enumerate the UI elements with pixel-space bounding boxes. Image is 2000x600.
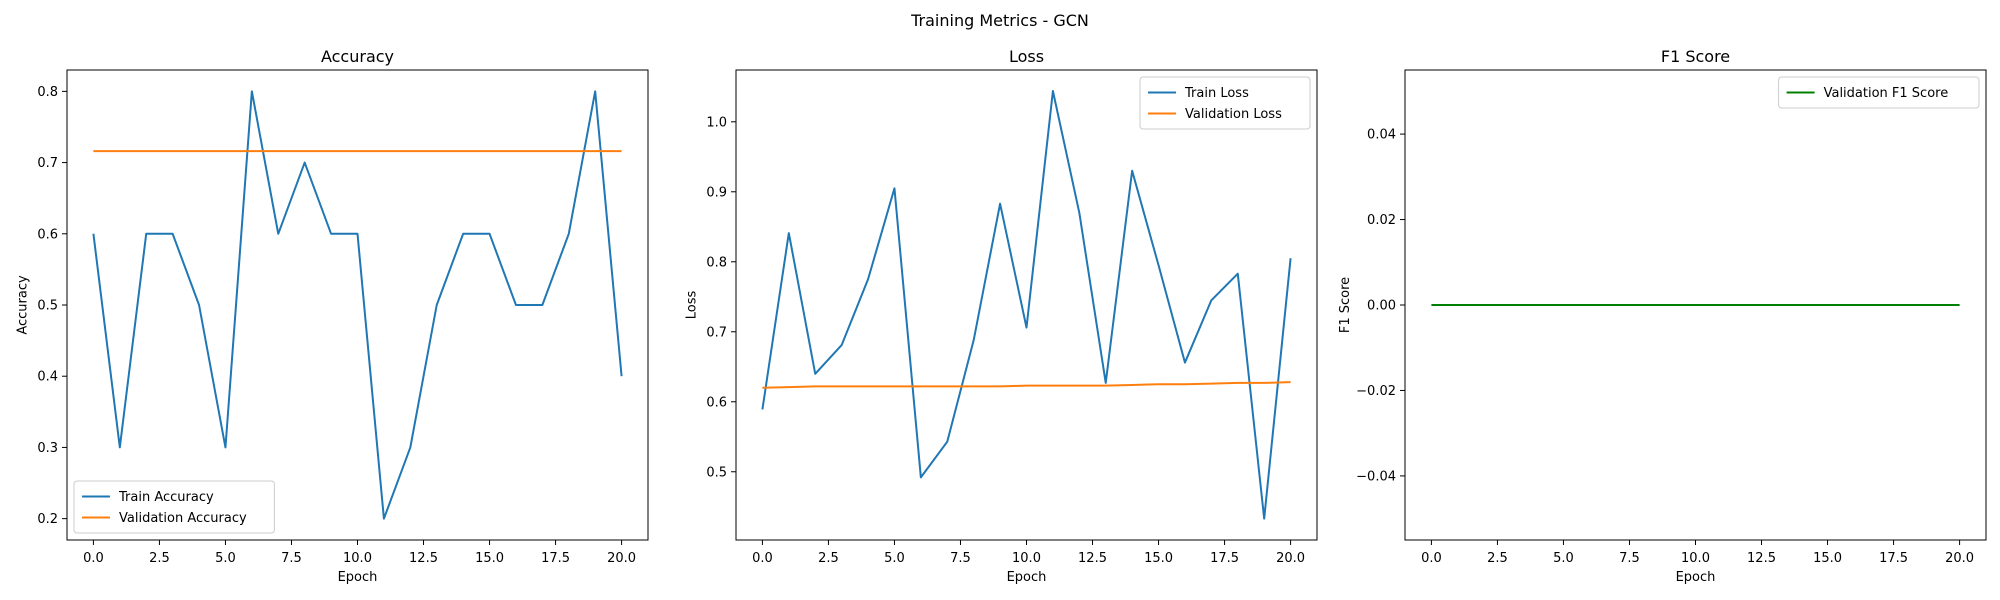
subplot-1: 0.0 2.5 5.0 7.5 10.0 12.5 15.0 17.5 20.0 0.2 0.3 0.…: [16, 47, 649, 585]
y-tick-label: 0.4: [37, 370, 58, 385]
y-tick-label: −0.04: [1356, 469, 1396, 484]
x-tick-label: 15.0: [1144, 551, 1173, 566]
x-tick-label: 15.0: [475, 551, 504, 566]
y-axis-label: Loss: [685, 291, 700, 320]
x-tick-label: 5.0: [884, 551, 905, 566]
y-tick-label: 0.7: [37, 156, 58, 171]
subplot-2: 0.0 2.5 5.0 7.5 10.0 12.5 15.0 17.5 20.0 0.5 0.6 0.…: [685, 47, 1318, 585]
y-tick-label: 0.6: [37, 227, 58, 242]
series-line-1: [761, 90, 1292, 520]
legend-box: [1778, 76, 1980, 109]
y-axis-label: Accuracy: [16, 275, 31, 335]
legend: Train Accuracy Validation Accuracy: [73, 480, 275, 534]
x-tick-label: 12.5: [409, 551, 438, 566]
y-tick-label: −0.02: [1356, 384, 1396, 399]
x-axis-label: Epoch: [1676, 570, 1716, 585]
x-tick-label: 17.5: [541, 551, 570, 566]
y-tick-label: 0.8: [706, 255, 727, 270]
x-tick-label: 10.0: [1012, 551, 1041, 566]
x-tick-label: 2.5: [1487, 551, 1508, 566]
subplot-title: Accuracy: [321, 47, 394, 66]
x-tick-label: 7.5: [950, 551, 971, 566]
x-tick-label: 0.0: [1421, 551, 1442, 566]
x-tick-label: 10.0: [343, 551, 372, 566]
x-tick-label: 17.5: [1879, 551, 1908, 566]
legend-entry: Validation F1 Score: [1824, 86, 1949, 101]
y-tick-label: 0.02: [1367, 213, 1396, 228]
x-tick-label: 2.5: [818, 551, 839, 566]
y-tick-label: 0.7: [706, 325, 727, 340]
x-tick-label: 7.5: [281, 551, 302, 566]
x-tick-label: 0.0: [83, 551, 104, 566]
y-tick-label: 0.04: [1367, 128, 1396, 143]
subplot-title: Loss: [1009, 47, 1044, 66]
x-tick-label: 15.0: [1813, 551, 1842, 566]
x-tick-label: 17.5: [1210, 551, 1239, 566]
x-tick-label: 20.0: [1945, 551, 1974, 566]
y-tick-label: 0.5: [37, 299, 58, 314]
legend: Validation F1 Score: [1778, 76, 1980, 109]
legend-entry: Train Loss: [1184, 86, 1249, 101]
x-tick-label: 5.0: [1553, 551, 1574, 566]
y-tick-label: 0.3: [37, 441, 58, 456]
figure-suptitle: Training Metrics - GCN: [910, 11, 1089, 30]
y-tick-label: 0.5: [706, 465, 727, 480]
y-tick-label: 1.0: [706, 115, 727, 130]
series-line-1: [92, 90, 623, 520]
x-tick-label: 5.0: [215, 551, 236, 566]
y-tick-label: 0.2: [37, 512, 58, 527]
legend-box: [1139, 76, 1311, 130]
x-tick-label: 0.0: [752, 551, 773, 566]
legend-entry: Validation Accuracy: [119, 511, 247, 526]
x-tick-label: 20.0: [607, 551, 636, 566]
x-tick-label: 7.5: [1619, 551, 1640, 566]
x-axis-label: Epoch: [1007, 570, 1047, 585]
y-tick-label: 0.9: [706, 185, 727, 200]
x-tick-label: 2.5: [149, 551, 170, 566]
legend-entry: Validation Loss: [1185, 107, 1282, 122]
legend-box: [73, 480, 275, 534]
y-tick-label: 0.8: [37, 85, 58, 100]
y-tick-label: 0.00: [1367, 299, 1396, 314]
series-line-2: [762, 381, 1291, 389]
x-tick-label: 10.0: [1681, 551, 1710, 566]
legend-entry: Train Accuracy: [118, 490, 214, 505]
subplot-3: 0.0 2.5 5.0 7.5 10.0 12.5 15.0 17.5 20.0 −0.04 −0.…: [1338, 47, 1987, 585]
x-tick-label: 12.5: [1747, 551, 1776, 566]
subplot-title: F1 Score: [1661, 47, 1730, 66]
x-tick-label: 12.5: [1078, 551, 1107, 566]
x-tick-label: 20.0: [1276, 551, 1305, 566]
x-axis-label: Epoch: [338, 570, 378, 585]
legend: Train Loss Validation Loss: [1139, 76, 1311, 130]
y-axis-label: F1 Score: [1338, 277, 1353, 333]
y-tick-label: 0.6: [706, 395, 727, 410]
